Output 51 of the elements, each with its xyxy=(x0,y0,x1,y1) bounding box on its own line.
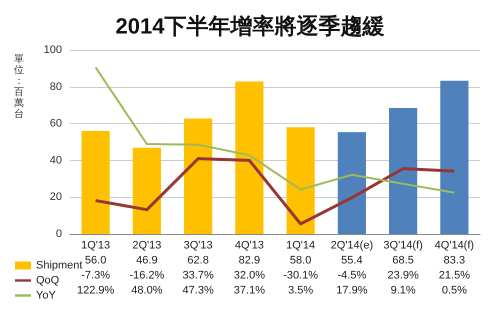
bar xyxy=(286,127,315,234)
bar xyxy=(132,148,161,234)
bar xyxy=(338,132,366,234)
data-label: 17.9% xyxy=(336,284,368,296)
data-label: 58.0 xyxy=(290,254,312,266)
data-label: 0.5% xyxy=(442,284,468,296)
y-tick-label: 80 xyxy=(50,80,62,93)
x-tick-label: 2Q'13 xyxy=(132,240,162,252)
y-tick-label: 0 xyxy=(56,228,62,240)
data-label: 82.9 xyxy=(238,254,260,266)
data-label: 62.8 xyxy=(187,254,209,266)
x-tick-label: 4Q'14(f) xyxy=(434,240,474,252)
data-label: 46.9 xyxy=(136,254,158,266)
data-label: -30.1% xyxy=(283,270,318,282)
data-label: -16.2% xyxy=(129,270,165,282)
legend-label: QoQ xyxy=(36,274,60,286)
x-tick-label: 1Q'13 xyxy=(81,240,110,252)
x-tick-label: 3Q'14(f) xyxy=(383,240,423,252)
data-label: 83.3 xyxy=(444,254,466,266)
bar xyxy=(184,118,212,234)
data-label: 3.5% xyxy=(288,284,314,296)
bar xyxy=(440,80,468,234)
data-label: 37.1% xyxy=(234,284,266,296)
y-tick-label: 20 xyxy=(50,191,62,204)
data-label: 33.7% xyxy=(182,270,214,282)
data-label: -4.5% xyxy=(338,270,366,282)
y-tick-label: 100 xyxy=(44,44,62,56)
data-label: 32.0% xyxy=(234,270,266,282)
data-label: 68.5 xyxy=(392,254,414,266)
data-label: -7.3% xyxy=(81,270,110,282)
data-label: 122.9% xyxy=(76,284,114,296)
data-label: 47.3% xyxy=(182,284,214,296)
data-label: 56.0 xyxy=(84,254,106,266)
data-label: 9.1% xyxy=(390,284,416,296)
y-tick-label: 40 xyxy=(50,154,62,166)
data-label: 23.9% xyxy=(388,270,419,282)
data-label: 55.4 xyxy=(341,254,363,266)
bar xyxy=(389,108,418,234)
x-tick-label: 3Q'13 xyxy=(184,240,213,252)
x-tick-label: 2Q'14(e) xyxy=(330,240,374,252)
y-tick-label: 60 xyxy=(50,118,62,130)
y-axis-title: 單位：百萬台 xyxy=(14,54,24,120)
data-label: 21.5% xyxy=(438,270,470,282)
data-label: 48.0% xyxy=(131,284,163,296)
bar xyxy=(235,81,264,234)
legend-label: Shipment xyxy=(36,260,82,272)
x-tick-label: 4Q'13 xyxy=(234,240,264,252)
x-tick-label: 1Q'14 xyxy=(286,240,316,252)
chart-title: 2014下半年增率將逐季趨緩 xyxy=(116,14,384,38)
legend-label: YoY xyxy=(36,290,56,302)
bar xyxy=(82,130,110,234)
